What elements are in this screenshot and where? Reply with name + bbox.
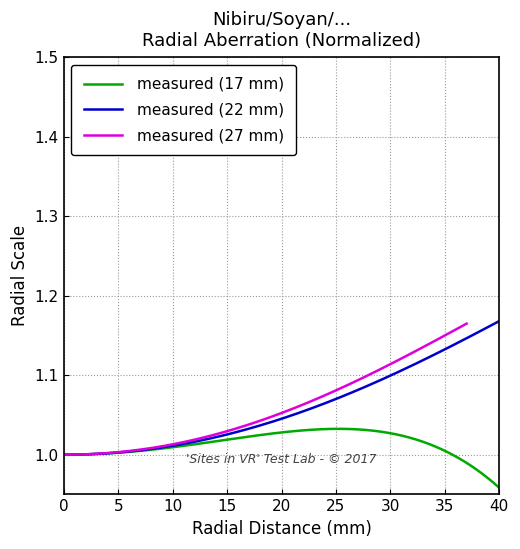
measured (27 mm): [391, 359, 397, 366]
measured (27 mm): [463, 320, 470, 327]
measured (27 mm): [252, 419, 258, 425]
Line: measured (17 mm): measured (17 mm): [64, 429, 499, 488]
measured (27 mm): [254, 418, 261, 425]
Text: 'Sites in VR' Test Lab - © 2017: 'Sites in VR' Test Lab - © 2017: [186, 453, 377, 466]
measured (17 mm): [267, 430, 274, 437]
measured (22 mm): [61, 451, 67, 458]
measured (17 mm): [320, 426, 326, 433]
measured (17 mm): [496, 485, 502, 491]
measured (22 mm): [296, 410, 303, 416]
measured (17 mm): [270, 430, 276, 436]
Line: measured (27 mm): measured (27 mm): [64, 323, 466, 455]
Line: measured (22 mm): measured (22 mm): [64, 321, 499, 455]
measured (17 mm): [419, 438, 425, 445]
X-axis label: Radial Distance (mm): Radial Distance (mm): [191, 520, 371, 538]
measured (22 mm): [320, 401, 326, 407]
measured (17 mm): [61, 451, 67, 458]
measured (22 mm): [270, 418, 276, 425]
measured (22 mm): [496, 318, 502, 324]
measured (27 mm): [454, 326, 460, 332]
Title: Nibiru/Soyan/...
Radial Aberration (Normalized): Nibiru/Soyan/... Radial Aberration (Norm…: [142, 11, 421, 50]
measured (22 mm): [418, 358, 424, 365]
measured (27 mm): [279, 410, 285, 416]
measured (17 mm): [335, 425, 342, 432]
measured (22 mm): [267, 419, 274, 425]
Legend: measured (17 mm), measured (22 mm), measured (27 mm): measured (17 mm), measured (22 mm), meas…: [71, 65, 296, 155]
Y-axis label: Radial Scale: Radial Scale: [11, 225, 29, 326]
measured (22 mm): [486, 323, 492, 330]
measured (27 mm): [61, 451, 67, 458]
measured (17 mm): [296, 427, 303, 434]
measured (17 mm): [487, 477, 493, 483]
measured (27 mm): [301, 401, 307, 408]
